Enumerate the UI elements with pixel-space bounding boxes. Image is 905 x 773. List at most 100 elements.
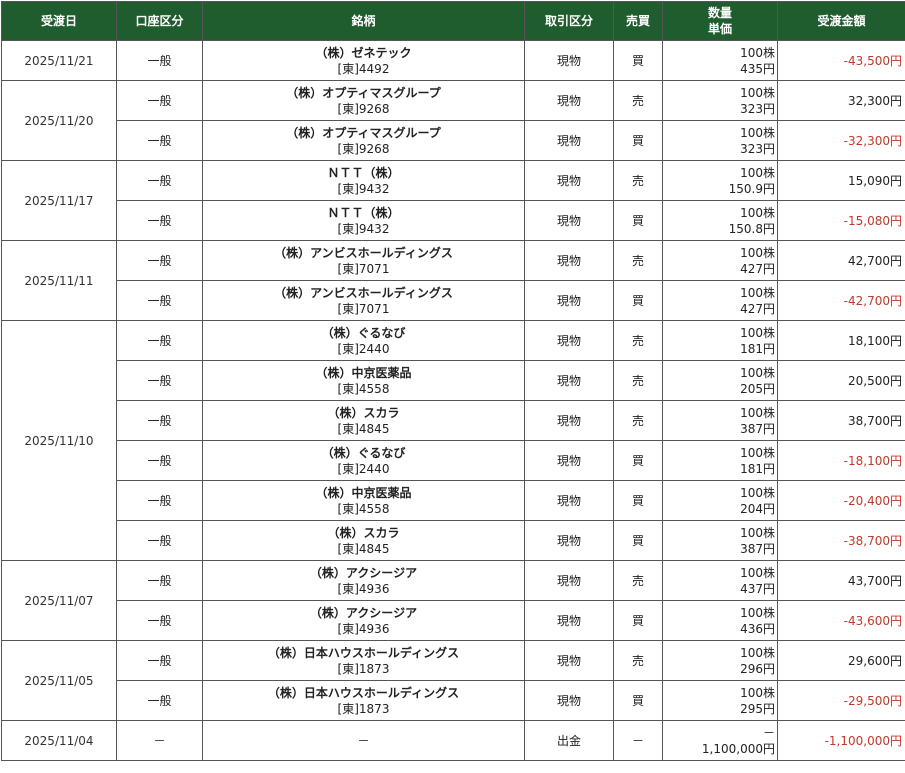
stock-name: （株）オプティマスグループ	[203, 85, 524, 101]
trade-side: 買	[614, 521, 663, 561]
header-qty-price: 数量 単価	[663, 2, 778, 41]
stock-cell: （株）ゼネテック[東]4492	[203, 41, 525, 81]
account-type: 一般	[117, 241, 203, 281]
unit-price: 1,100,000円	[666, 741, 775, 757]
stock-name: （株）ぐるなび	[203, 445, 524, 461]
settlement-amount: -43,600円	[778, 601, 905, 641]
stock-name: （株）中京医薬品	[203, 365, 524, 381]
settlement-amount: 38,700円	[778, 401, 905, 441]
table-header-row: 受渡日 口座区分 銘柄 取引区分 売買 数量 単価 受渡金額	[2, 2, 905, 41]
stock-cell: （株）日本ハウスホールディングス[東]1873	[203, 641, 525, 681]
trade-type: 現物	[525, 321, 614, 361]
stock-cell: （株）オプティマスグループ[東]9268	[203, 121, 525, 161]
trade-type: 現物	[525, 121, 614, 161]
qty-price-cell: 100株 181円	[663, 321, 778, 361]
account-type: 一般	[117, 361, 203, 401]
stock-code: [東]9268	[203, 101, 524, 117]
trade-type: 現物	[525, 201, 614, 241]
stock-name: （株）ぐるなび	[203, 325, 524, 341]
trade-side: 売	[614, 361, 663, 401]
stock-cell: （株）スカラ[東]4845	[203, 521, 525, 561]
settlement-amount: 29,600円	[778, 641, 905, 681]
stock-cell: ＮＴＴ（株）[東]9432	[203, 201, 525, 241]
quantity: 100株	[666, 205, 775, 221]
unit-price: 205円	[666, 381, 775, 397]
unit-price: 387円	[666, 541, 775, 557]
settlement-date: 2025/11/07	[2, 561, 117, 641]
trade-side: 売	[614, 561, 663, 601]
header-date: 受渡日	[2, 2, 117, 41]
stock-code: [東]4936	[203, 581, 524, 597]
trade-type: 現物	[525, 41, 614, 81]
quantity: 100株	[666, 685, 775, 701]
unit-price: 437円	[666, 581, 775, 597]
stock-code: [東]7071	[203, 261, 524, 277]
stock-code: [東]4492	[203, 61, 524, 77]
stock-cell: （株）アンビスホールディングス[東]7071	[203, 281, 525, 321]
stock-cell: ＮＴＴ（株）[東]9432	[203, 161, 525, 201]
trade-side: －	[614, 721, 663, 761]
quantity: 100株	[666, 525, 775, 541]
header-account: 口座区分	[117, 2, 203, 41]
stock-name: （株）スカラ	[203, 405, 524, 421]
stock-name: （株）アンビスホールディングス	[203, 285, 524, 301]
trade-type: 現物	[525, 281, 614, 321]
trade-type: 現物	[525, 361, 614, 401]
unit-price: 150.9円	[666, 181, 775, 197]
account-type: 一般	[117, 281, 203, 321]
trade-side: 売	[614, 321, 663, 361]
settlement-amount: -43,500円	[778, 41, 905, 81]
qty-price-cell: 100株 387円	[663, 521, 778, 561]
settlement-amount: -38,700円	[778, 521, 905, 561]
trade-type: 現物	[525, 81, 614, 121]
account-type: 一般	[117, 401, 203, 441]
trade-side: 買	[614, 281, 663, 321]
trade-type: 現物	[525, 561, 614, 601]
account-type: 一般	[117, 121, 203, 161]
settlement-date: 2025/11/21	[2, 41, 117, 81]
trade-type: 現物	[525, 521, 614, 561]
header-stock: 銘柄	[203, 2, 525, 41]
trade-side: 買	[614, 121, 663, 161]
quantity: 100株	[666, 125, 775, 141]
unit-price: 181円	[666, 461, 775, 477]
settlement-amount: 42,700円	[778, 241, 905, 281]
qty-price-cell: － 1,100,000円	[663, 721, 778, 761]
qty-price-cell: 100株 204円	[663, 481, 778, 521]
stock-code: [東]7071	[203, 301, 524, 317]
account-type: 一般	[117, 681, 203, 721]
qty-price-cell: 100株 205円	[663, 361, 778, 401]
stock-code: [東]9268	[203, 141, 524, 157]
stock-cell: （株）ぐるなび[東]2440	[203, 321, 525, 361]
qty-price-cell: 100株 427円	[663, 281, 778, 321]
stock-code: [東]9432	[203, 221, 524, 237]
qty-price-cell: 100株 436円	[663, 601, 778, 641]
settlement-amount: 20,500円	[778, 361, 905, 401]
stock-name: （株）アクシージア	[203, 605, 524, 621]
unit-price: 387円	[666, 421, 775, 437]
settlement-amount: 43,700円	[778, 561, 905, 601]
stock-cell: （株）オプティマスグループ[東]9268	[203, 81, 525, 121]
account-type: 一般	[117, 161, 203, 201]
settlement-amount: -18,100円	[778, 441, 905, 481]
settlement-amount: 18,100円	[778, 321, 905, 361]
quantity: 100株	[666, 405, 775, 421]
header-qty: 数量	[663, 5, 777, 21]
stock-name: （株）ゼネテック	[203, 45, 524, 61]
settlement-amount: -29,500円	[778, 681, 905, 721]
trade-type: 現物	[525, 641, 614, 681]
stock-code: [東]4558	[203, 501, 524, 517]
qty-price-cell: 100株 150.9円	[663, 161, 778, 201]
stock-code: [東]4845	[203, 541, 524, 557]
account-type: 一般	[117, 481, 203, 521]
trade-side: 買	[614, 681, 663, 721]
